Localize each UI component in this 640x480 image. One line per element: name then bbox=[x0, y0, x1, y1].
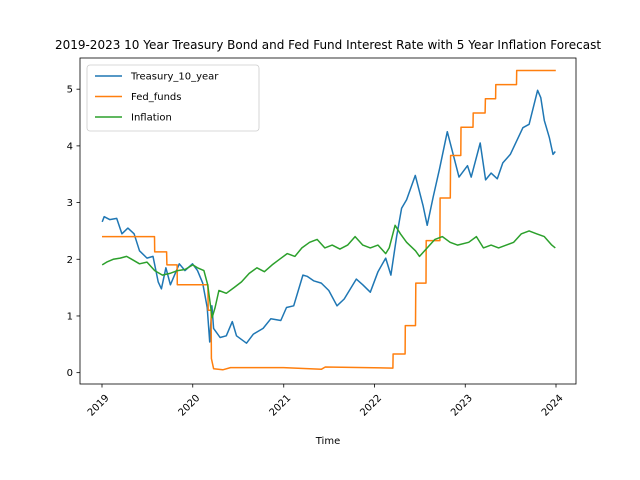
series-line-fed-funds bbox=[102, 69, 556, 371]
legend-label-fed-funds: Fed_funds bbox=[131, 92, 181, 103]
series-line-treasury-10-year bbox=[101, 89, 556, 344]
y-axis: 0 1 2 3 4 5 bbox=[67, 85, 80, 379]
y-tick-label: 5 bbox=[67, 85, 73, 96]
legend-box bbox=[86, 64, 260, 132]
series-line-inflation bbox=[101, 224, 556, 319]
chart-title: 2019-2023 10 Year Treasury Bond and Fed … bbox=[55, 38, 601, 52]
plot-frame bbox=[79, 57, 577, 385]
y-tick-label: 4 bbox=[67, 141, 73, 152]
legend: Treasury_10_year Fed_funds Inflation bbox=[86, 64, 260, 132]
y-tick-label: 0 bbox=[67, 368, 73, 379]
y-tick-label: 1 bbox=[67, 311, 73, 322]
series-layer bbox=[101, 69, 556, 371]
legend-label-treasury-10-year: Treasury_10_year bbox=[130, 72, 219, 83]
x-axis-label: Time bbox=[315, 436, 340, 447]
y-tick-label: 2 bbox=[67, 255, 73, 266]
legend-label-inflation: Inflation bbox=[131, 113, 172, 124]
y-tick-label: 3 bbox=[67, 198, 73, 209]
